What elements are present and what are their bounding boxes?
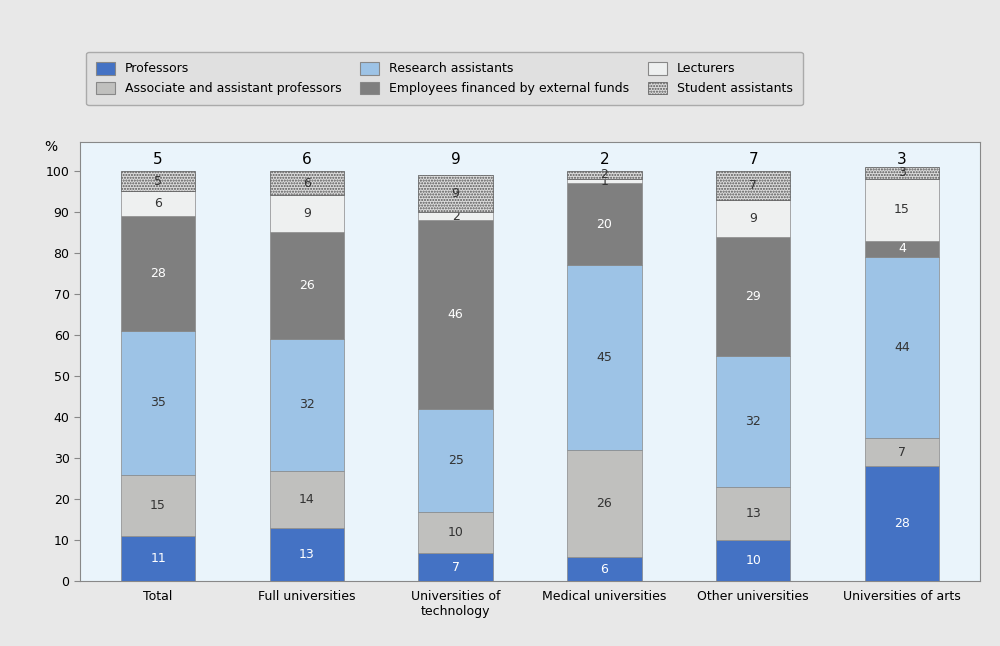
Text: 6: 6 — [303, 176, 311, 190]
Text: 6: 6 — [600, 563, 608, 576]
Text: 32: 32 — [745, 415, 761, 428]
Bar — [270, 339, 344, 470]
Bar — [121, 216, 195, 331]
Text: 28: 28 — [894, 517, 910, 530]
Text: 32: 32 — [299, 399, 315, 412]
Text: 28: 28 — [150, 267, 166, 280]
Text: 2: 2 — [452, 209, 460, 222]
Bar — [716, 540, 790, 581]
Bar — [567, 266, 642, 450]
Bar — [418, 212, 493, 220]
Bar — [865, 167, 939, 179]
Bar — [418, 409, 493, 512]
Text: %: % — [44, 140, 58, 154]
Text: 13: 13 — [745, 507, 761, 520]
Bar — [418, 220, 493, 409]
Text: 45: 45 — [596, 351, 612, 364]
Bar — [567, 183, 642, 266]
Text: 29: 29 — [745, 289, 761, 302]
Text: 7: 7 — [898, 446, 906, 459]
Text: 4: 4 — [898, 242, 906, 255]
Text: 10: 10 — [448, 526, 464, 539]
Bar — [121, 536, 195, 581]
Text: 26: 26 — [299, 279, 315, 292]
Bar — [865, 241, 939, 257]
Bar — [567, 171, 642, 179]
Text: 5: 5 — [153, 152, 163, 167]
Bar — [270, 528, 344, 581]
Bar — [567, 557, 642, 581]
Text: 9: 9 — [451, 152, 460, 167]
Bar — [270, 470, 344, 528]
Bar — [716, 200, 790, 236]
Bar — [716, 171, 790, 200]
Text: 46: 46 — [448, 308, 463, 321]
Bar — [121, 171, 195, 191]
Text: 13: 13 — [299, 548, 315, 561]
Text: 25: 25 — [448, 453, 464, 467]
Bar — [270, 196, 344, 233]
Text: 9: 9 — [303, 207, 311, 220]
Text: 2: 2 — [600, 152, 609, 167]
Text: 26: 26 — [597, 497, 612, 510]
Text: 9: 9 — [749, 212, 757, 225]
Text: 3: 3 — [897, 152, 907, 167]
Text: 5: 5 — [154, 174, 162, 187]
Text: 15: 15 — [150, 499, 166, 512]
Text: 3: 3 — [898, 167, 906, 180]
Text: 35: 35 — [150, 396, 166, 410]
Bar — [121, 475, 195, 536]
Bar — [865, 466, 939, 581]
Bar — [270, 233, 344, 339]
Bar — [270, 171, 344, 196]
Bar — [865, 179, 939, 241]
Text: 2: 2 — [600, 169, 608, 182]
Text: 7: 7 — [749, 179, 757, 192]
Bar — [567, 179, 642, 183]
Text: 6: 6 — [302, 152, 312, 167]
Bar — [567, 450, 642, 557]
Text: 10: 10 — [745, 554, 761, 567]
Bar — [418, 175, 493, 212]
Bar — [865, 438, 939, 466]
Legend: Professors, Associate and assistant professors, Research assistants, Employees f: Professors, Associate and assistant prof… — [86, 52, 803, 105]
Text: 6: 6 — [154, 197, 162, 210]
Text: 7: 7 — [452, 561, 460, 574]
Bar — [121, 331, 195, 475]
Bar — [418, 512, 493, 553]
Text: 7: 7 — [748, 152, 758, 167]
Bar — [716, 487, 790, 540]
Text: 11: 11 — [150, 552, 166, 565]
Text: 9: 9 — [452, 187, 460, 200]
Bar — [865, 257, 939, 438]
Text: 44: 44 — [894, 341, 910, 354]
Text: 20: 20 — [596, 218, 612, 231]
Text: 1: 1 — [600, 174, 608, 187]
Bar — [716, 355, 790, 487]
Bar — [121, 191, 195, 216]
Bar — [716, 236, 790, 355]
Text: 15: 15 — [894, 203, 910, 216]
Text: 14: 14 — [299, 493, 315, 506]
Bar — [418, 553, 493, 581]
